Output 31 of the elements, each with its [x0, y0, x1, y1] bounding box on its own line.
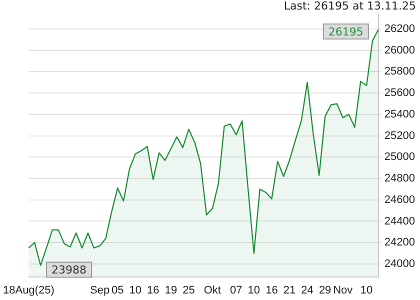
y-tick-label: 24600 [384, 194, 416, 206]
annotation: 26195 [328, 25, 364, 38]
y-tick-label: 25800 [384, 66, 416, 78]
y-tick-label: 26000 [384, 44, 416, 56]
x-tick-label: 05 [111, 284, 124, 296]
x-tick-label: 18Aug(25) [2, 284, 54, 296]
x-tick-label: 24 [301, 284, 314, 296]
x-tick-label: 16 [266, 284, 278, 296]
x-tick-label: 07 [230, 284, 242, 296]
x-tick-label: 10 [248, 284, 260, 296]
y-tick-label: 24400 [384, 215, 416, 228]
x-tick-label: 29 [318, 284, 332, 296]
y-tick-label: 25200 [384, 130, 416, 142]
x-tick-label: Okt [204, 284, 221, 296]
y-tick-label: 26200 [384, 22, 416, 35]
y-tick-label: 25000 [384, 151, 416, 164]
text: Last: 26195 at 13.11.25 [284, 0, 416, 12]
annotation: 23988 [52, 264, 87, 277]
x-tick-label: Sep [90, 284, 110, 296]
x-tick-label: 19 [164, 284, 178, 296]
y-tick-label: 25600 [384, 87, 416, 100]
x-tick-label: Nov [333, 284, 354, 296]
y-tick-label: 24800 [384, 172, 416, 185]
x-tick-label: 16 [147, 284, 160, 296]
x-tick-label: 21 [283, 284, 296, 296]
y-tick-label: 24200 [384, 236, 416, 249]
x-tick-label: 10 [129, 284, 142, 296]
x-tick-label: 10 [360, 284, 373, 296]
x-tick-label: 25 [182, 284, 195, 296]
y-tick-label: 24000 [384, 258, 416, 270]
y-tick-label: 25400 [384, 108, 416, 120]
